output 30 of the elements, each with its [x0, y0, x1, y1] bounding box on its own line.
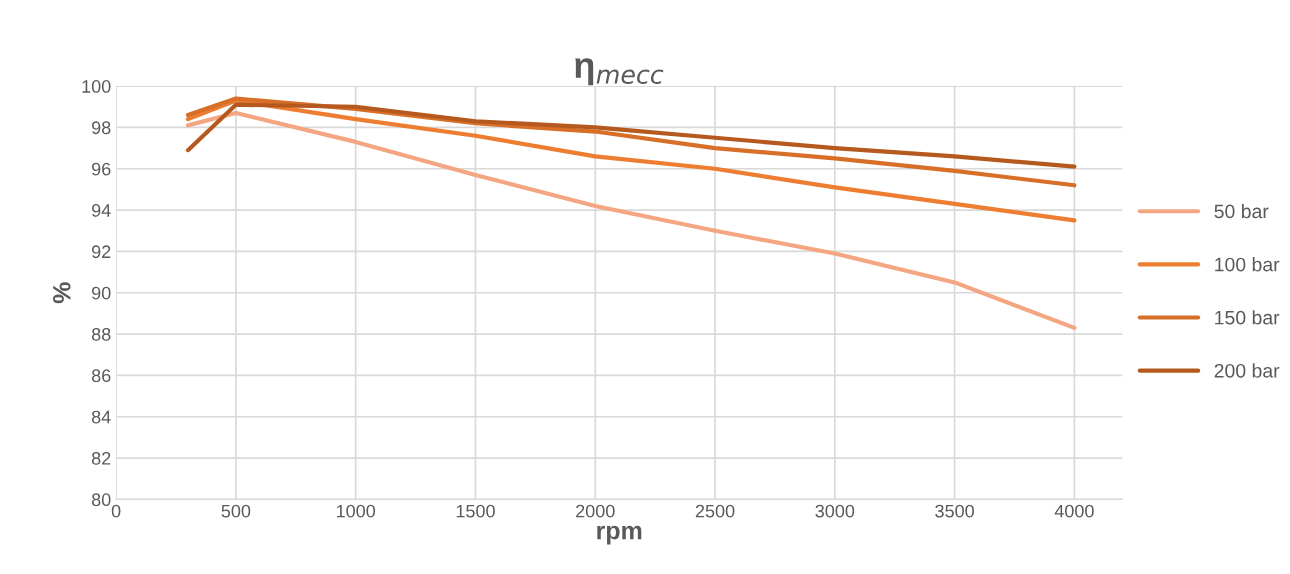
legend-label: 50 bar — [1214, 203, 1269, 219]
y-tick-label: 92 — [92, 245, 111, 259]
x-tick-label: 3000 — [815, 504, 855, 518]
y-axis-title: % — [52, 282, 71, 304]
x-axis-title: rpm — [597, 525, 642, 545]
x-tick-label: 2500 — [695, 504, 735, 518]
legend-label: 150 bar — [1215, 310, 1280, 325]
x-tick-label: 2000 — [576, 504, 615, 518]
x-tick-label: 4000 — [1054, 504, 1094, 518]
y-tick-label: 80 — [91, 493, 111, 507]
y-tick-label: 90 — [92, 286, 111, 300]
x-tick-label: 500 — [221, 504, 251, 518]
x-tick-label: 1000 — [336, 504, 376, 518]
y-tick-label: 96 — [92, 162, 111, 176]
line-series — [185, 110, 1077, 330]
y-tick-label: 100 — [82, 80, 111, 93]
y-tick-label: 82 — [91, 451, 111, 465]
chart-title: η$_{mecc}$ — [575, 58, 664, 86]
legend-label: 100 bar — [1215, 257, 1280, 272]
x-tick-label: 1500 — [456, 504, 495, 518]
y-tick-label: 84 — [91, 410, 111, 424]
x-tick-label: 3500 — [935, 504, 974, 518]
y-tick-label: 86 — [91, 369, 111, 383]
line-series — [185, 98, 1077, 223]
x-tick-label: 0 — [111, 504, 121, 518]
y-tick-label: 88 — [91, 328, 111, 341]
line-series — [185, 102, 1077, 169]
legend-label: 200 bar — [1214, 363, 1280, 378]
y-tick-label: 98 — [92, 121, 111, 135]
y-tick-label: 94 — [92, 204, 111, 217]
